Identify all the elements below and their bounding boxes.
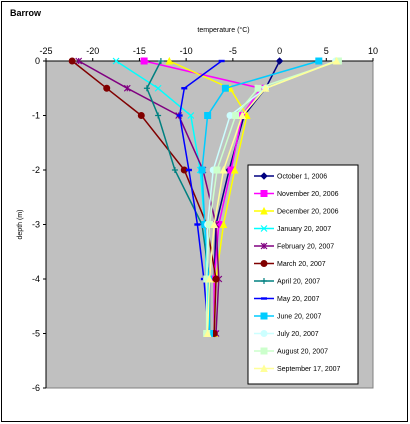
legend-item: November 20, 2006: [254, 190, 339, 198]
marker-x: [187, 112, 195, 119]
marker-circle: [212, 275, 220, 283]
x-tick-labels: -25 -20 -15 -10 -5 0 5 10: [39, 46, 378, 56]
marker-triangle: [219, 220, 228, 228]
x-tick-label: -10: [180, 46, 193, 56]
x-tick-label: -20: [86, 46, 99, 56]
marker-circle: [260, 330, 268, 337]
legend-item: March 20, 2007: [254, 260, 326, 268]
marker-diamond: [260, 172, 268, 180]
y-tick-label: -3: [32, 220, 40, 230]
marker-triangle: [210, 220, 218, 228]
marker-diamond: [275, 57, 284, 65]
marker-circle: [103, 84, 111, 92]
legend-label: July 20, 2007: [277, 331, 319, 338]
legend-label: December 20, 2006: [277, 209, 339, 216]
legend-label: May 20, 2007: [277, 296, 320, 303]
chart-title: Barrow: [10, 8, 42, 18]
marker-plus: [261, 278, 267, 284]
legend-label: November 20, 2006: [277, 191, 339, 198]
legend-label: September 17, 2007: [277, 366, 341, 373]
marker-dash: [261, 297, 267, 300]
legend-item: April 20, 2007: [254, 278, 320, 286]
legend-item: July 20, 2007: [254, 330, 319, 338]
marker-dash: [185, 168, 192, 172]
legend-item: October 1, 2006: [254, 172, 327, 181]
x-axis-label: temperature (°C): [197, 26, 249, 34]
marker-triangle: [260, 206, 268, 215]
marker-plus: [155, 112, 162, 119]
legend-item: June 20, 2007: [254, 312, 321, 321]
marker-square: [140, 57, 148, 65]
marker-star: [260, 242, 268, 250]
legend: October 1, 2006 November 20, 2006 December…: [247, 164, 359, 385]
marker-dash: [218, 59, 225, 63]
legend-label: August 20, 2007: [277, 349, 328, 356]
marker-square: [204, 112, 212, 119]
marker-circle: [137, 112, 145, 119]
marker-plus: [171, 167, 178, 173]
x-tick-label: -5: [229, 46, 237, 56]
legend-item: January 20, 2007: [254, 225, 331, 233]
marker-triangle: [332, 56, 341, 65]
marker-square: [232, 112, 240, 119]
marker-square: [260, 347, 268, 355]
legend-label: January 20, 2007: [277, 226, 331, 233]
series-12: [203, 56, 341, 337]
marker-triangle: [165, 56, 174, 65]
marker-square: [315, 57, 323, 65]
marker-triangle: [230, 165, 239, 174]
y-tick-label: 0: [35, 56, 40, 66]
marker-triangle: [203, 329, 212, 337]
legend-item: September 17, 2007: [254, 364, 341, 373]
marker-star: [75, 57, 83, 65]
y-tick-label: -6: [32, 383, 40, 393]
marker-triangle: [205, 274, 214, 283]
marker-square: [260, 312, 268, 320]
marker-dash: [176, 114, 183, 117]
y-tick-label: -5: [32, 329, 40, 339]
legend-item: May 20, 2007: [254, 296, 320, 303]
marker-triangle: [261, 84, 270, 92]
legend-label: June 20, 2007: [277, 314, 321, 321]
x-tick-label: 5: [324, 46, 329, 56]
x-tick-label: 10: [368, 46, 378, 56]
y-tick-label: -1: [32, 111, 40, 121]
legend-item: December 20, 2006: [254, 206, 339, 216]
y-tick-label: -4: [32, 274, 40, 284]
legend-label: February 20, 2007: [277, 244, 334, 251]
marker-circle: [68, 57, 76, 65]
marker-x: [260, 225, 268, 232]
marker-star: [123, 84, 131, 92]
marker-triangle: [260, 364, 268, 372]
marker-plus: [143, 85, 150, 92]
marker-dash: [194, 223, 201, 226]
marker-square: [260, 190, 268, 197]
marker-circle: [226, 112, 234, 119]
marker-triangle: [243, 111, 251, 119]
marker-square: [221, 84, 229, 92]
marker-square: [254, 84, 262, 92]
marker-dash: [181, 87, 188, 90]
legend-label: October 1, 2006: [277, 174, 327, 181]
x-tick-label: 0: [277, 46, 282, 56]
marker-square: [213, 166, 221, 174]
y-tick-label: -2: [32, 165, 40, 175]
legend-label: April 20, 2007: [277, 279, 320, 286]
y-axis-label: depth (m): [17, 210, 24, 240]
y-tick-labels: 0 -1 -2 -3 -4 -5 -6: [32, 56, 40, 393]
legend-item: February 20, 2007: [254, 242, 334, 251]
legend-item: August 20, 2007: [254, 347, 328, 356]
x-tick-label: -15: [133, 46, 146, 56]
marker-circle: [260, 260, 268, 267]
series-lines: [68, 56, 342, 338]
marker-triangle: [219, 165, 228, 174]
x-tick-label: -25: [39, 46, 52, 56]
marker-x: [112, 57, 120, 65]
legend-label: March 20, 2007: [277, 261, 326, 268]
marker-x: [154, 84, 162, 92]
marker-plus: [157, 58, 164, 64]
marker-triangle: [238, 111, 247, 119]
marker-square: [198, 166, 206, 174]
